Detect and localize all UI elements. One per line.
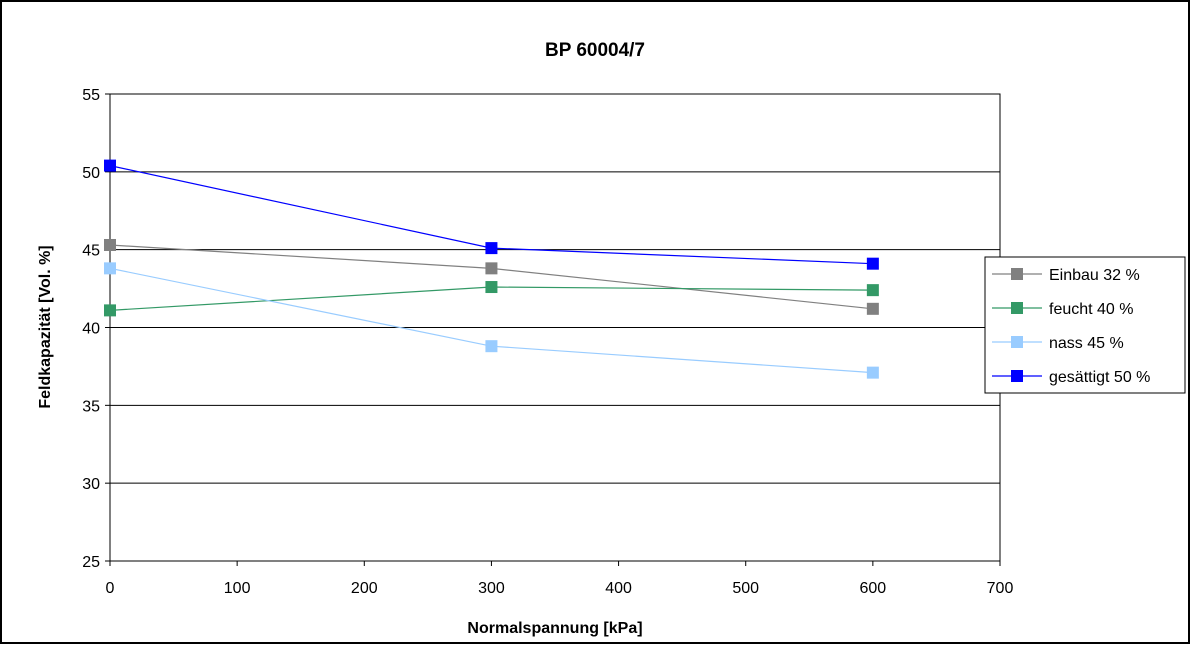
x-axis-ticks: 0 100 200 300 400 500 600 700 (106, 561, 1014, 597)
legend-label: Einbau 32 % (1049, 267, 1140, 284)
data-point (866, 302, 879, 315)
data-point (485, 262, 498, 275)
legend-marker (1011, 302, 1023, 314)
series (104, 262, 879, 379)
series-lines (104, 159, 879, 379)
data-point (866, 366, 879, 379)
x-tick-label: 600 (860, 580, 887, 597)
data-point (104, 262, 116, 275)
y-tick-label: 30 (82, 476, 100, 493)
x-tick-label: 500 (732, 580, 759, 597)
y-axis-ticks: 25 30 35 40 45 50 55 (82, 87, 110, 571)
data-point (485, 340, 498, 353)
chart-title: BP 60004/7 (545, 40, 645, 61)
legend-label: nass 45 % (1049, 335, 1124, 352)
y-axis-title: Feldkapazität [Vol. %] (37, 245, 54, 408)
y-tick-label: 55 (82, 87, 100, 104)
gridlines (110, 171, 1000, 484)
series (104, 281, 879, 317)
data-point (866, 257, 879, 270)
legend-item: feucht 40 % (992, 301, 1134, 318)
legend-item: Einbau 32 % (992, 267, 1140, 284)
data-point (485, 242, 498, 255)
legend: Einbau 32 % feucht 40 % nass 45 % gesättigt… (984, 256, 1186, 394)
x-tick-label: 400 (605, 580, 632, 597)
y-tick-label: 25 (82, 554, 100, 571)
legend-marker (1011, 370, 1023, 382)
legend-item: gesättigt 50 % (992, 369, 1150, 386)
x-axis-title: Normalspannung [kPa] (467, 620, 642, 637)
legend-label: gesättigt 50 % (1049, 369, 1150, 386)
x-tick-label: 100 (224, 580, 251, 597)
y-tick-label: 50 (82, 165, 100, 182)
legend-label: feucht 40 % (1049, 301, 1134, 318)
x-tick-label: 0 (106, 580, 115, 597)
data-point (866, 284, 879, 297)
data-point (104, 159, 116, 172)
legend-marker (1011, 336, 1023, 348)
legend-item: nass 45 % (992, 335, 1124, 352)
data-point (104, 238, 116, 251)
x-tick-label: 700 (987, 580, 1014, 597)
legend-marker (1011, 268, 1023, 280)
series (104, 238, 879, 315)
y-tick-label: 40 (82, 321, 100, 338)
data-point (104, 304, 116, 317)
x-tick-label: 300 (478, 580, 505, 597)
data-point (485, 281, 498, 294)
x-tick-label: 200 (351, 580, 378, 597)
series (104, 159, 879, 270)
legend-items: Einbau 32 % feucht 40 % nass 45 % gesättigt… (992, 267, 1150, 386)
y-tick-label: 45 (82, 243, 100, 260)
y-tick-label: 35 (82, 398, 100, 415)
